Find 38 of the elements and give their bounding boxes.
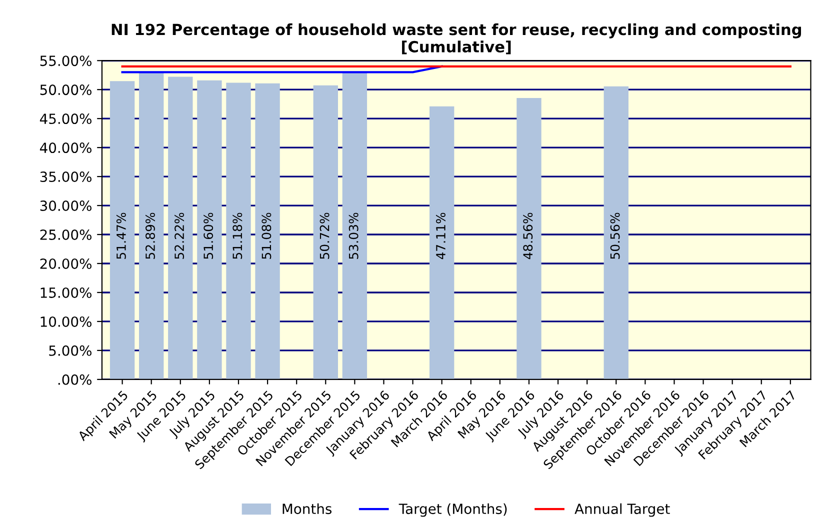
data-label: 52.22% <box>174 212 184 259</box>
y-tick-label: 30.00% <box>40 200 92 212</box>
legend-label: Annual Target <box>574 503 670 517</box>
bar <box>516 98 542 380</box>
legend-label: Months <box>282 503 332 514</box>
data-label: 47.11% <box>436 212 446 260</box>
y-tick-label: 40.00% <box>40 142 92 154</box>
y-tick-label: 10.00% <box>40 316 92 327</box>
bar <box>226 82 251 380</box>
bar <box>110 81 135 380</box>
y-tick-label: 20.00% <box>40 258 92 269</box>
bar <box>429 106 454 380</box>
y-tick-label: 25.00% <box>40 229 92 240</box>
y-tick-label: 35.00% <box>40 172 92 182</box>
bar <box>197 80 222 380</box>
bar <box>604 86 628 380</box>
y-tick-label: 5.00% <box>49 345 92 356</box>
data-label: 51.08% <box>262 212 272 259</box>
bar <box>168 76 193 380</box>
data-label: 48.56% <box>523 212 533 260</box>
bar <box>342 72 368 380</box>
chart-title: NI 192 Percentage of household waste sent for reuse, recycling and composting [Cumulative] <box>112 23 801 54</box>
data-label: 53.03% <box>348 212 358 259</box>
y-tick-label: 45.00% <box>40 114 92 124</box>
data-label: 51.60% <box>204 212 214 259</box>
y-tick-label: 15.00% <box>40 287 92 298</box>
y-tick-label: .00% <box>58 374 92 385</box>
bar <box>139 72 164 380</box>
data-label: 51.47% <box>116 212 126 259</box>
data-label: 50.56% <box>610 212 620 259</box>
bar <box>313 85 338 380</box>
data-label: 51.18% <box>232 212 242 259</box>
bar <box>255 83 280 380</box>
y-tick-label: 50.00% <box>40 84 92 96</box>
data-label: 50.72% <box>320 212 330 259</box>
data-label: 52.89% <box>146 212 155 259</box>
y-tick-label: 55.00% <box>40 56 92 66</box>
legend-label: Target (Months) <box>398 503 507 517</box>
